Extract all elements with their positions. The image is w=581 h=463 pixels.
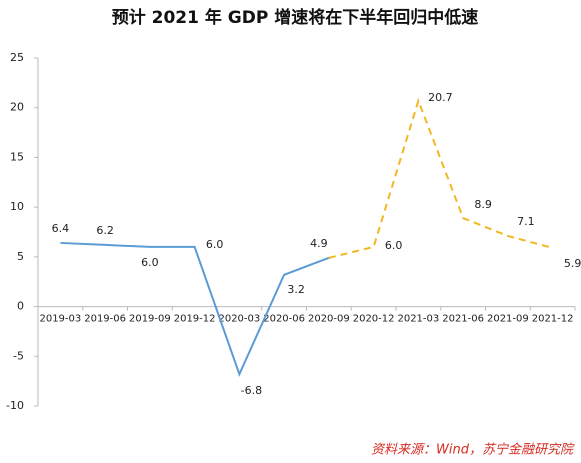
x-tick-label: 2021-12 bbox=[532, 314, 574, 325]
x-tick-label: 2019-12 bbox=[174, 314, 216, 325]
y-tick-label: -5 bbox=[13, 349, 24, 362]
y-tick-label: 20 bbox=[10, 101, 24, 114]
data-label: 6.0 bbox=[206, 238, 224, 251]
data-label: 8.9 bbox=[474, 198, 492, 211]
data-label: 5.9 bbox=[564, 257, 581, 270]
x-tick-label: 2021-06 bbox=[442, 314, 484, 325]
data-label: 3.2 bbox=[287, 283, 305, 296]
data-label: 6.4 bbox=[52, 222, 70, 235]
data-label: 6.0 bbox=[141, 256, 159, 269]
series-line bbox=[328, 97, 553, 259]
x-tick-label: 2020-12 bbox=[353, 314, 395, 325]
x-tick-label: 2019-09 bbox=[129, 314, 171, 325]
data-label: 6.2 bbox=[96, 224, 114, 237]
x-tick-label: 2021-09 bbox=[487, 314, 529, 325]
x-tick-label: 2020-03 bbox=[218, 314, 260, 325]
data-label: -6.8 bbox=[241, 384, 262, 397]
y-tick-label: -10 bbox=[6, 399, 24, 412]
x-tick-label: 2019-06 bbox=[84, 314, 126, 325]
data-label: 7.1 bbox=[517, 215, 535, 228]
data-label: 6.0 bbox=[385, 239, 403, 252]
series-line bbox=[60, 241, 330, 377]
y-tick-label: 0 bbox=[17, 300, 24, 313]
data-label: 4.9 bbox=[310, 237, 328, 250]
y-tick-label: 15 bbox=[10, 150, 24, 163]
y-tick-label: 5 bbox=[17, 250, 24, 263]
data-label: 20.7 bbox=[428, 91, 453, 104]
x-tick-label: 2020-09 bbox=[308, 314, 350, 325]
source-note: 资料来源：Wind，苏宁金融研究院 bbox=[371, 442, 575, 458]
y-tick-label: 25 bbox=[10, 51, 24, 64]
x-tick-label: 2020-06 bbox=[263, 314, 305, 325]
x-tick-label: 2019-03 bbox=[39, 314, 81, 325]
chart-title: 预计 2021 年 GDP 增速将在下半年回归中低速 bbox=[112, 7, 479, 28]
x-tick-label: 2021-03 bbox=[397, 314, 439, 325]
y-tick-label: 10 bbox=[10, 200, 24, 213]
